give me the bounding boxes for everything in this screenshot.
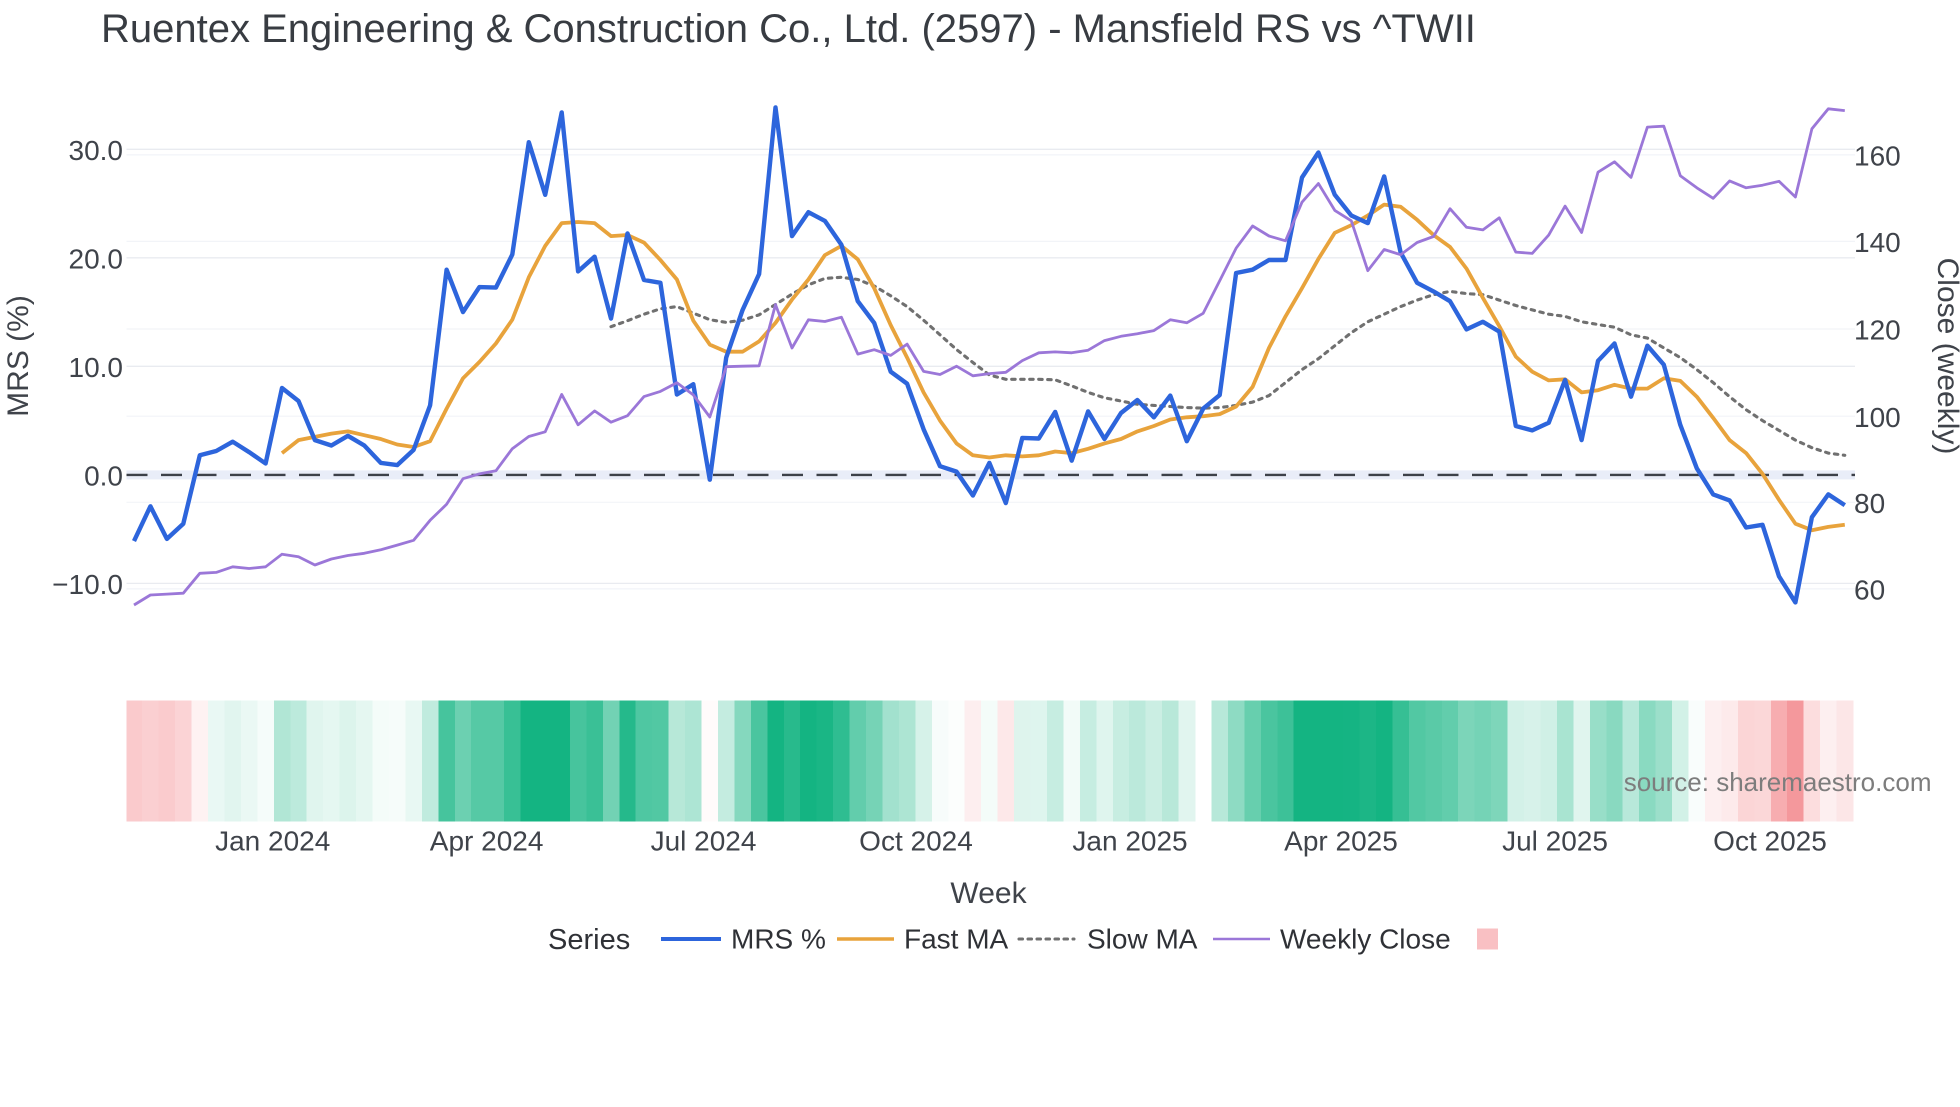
svg-text:Jan 2024: Jan 2024 (215, 826, 330, 857)
svg-text:10.0: 10.0 (69, 352, 124, 383)
svg-text:Jan 2025: Jan 2025 (1072, 826, 1187, 857)
svg-text:Oct 2024: Oct 2024 (859, 826, 973, 857)
svg-text:0.0: 0.0 (84, 461, 123, 492)
svg-text:30.0: 30.0 (69, 135, 124, 166)
svg-text:100: 100 (1854, 402, 1901, 433)
svg-text:Apr 2024: Apr 2024 (430, 826, 544, 857)
svg-text:MRS %: MRS % (731, 924, 826, 955)
svg-text:Week: Week (950, 877, 1027, 910)
svg-text:Oct 2025: Oct 2025 (1713, 826, 1827, 857)
svg-text:−10.0: −10.0 (52, 569, 123, 600)
svg-text:MRS (%): MRS (%) (2, 295, 35, 417)
svg-text:Series: Series (548, 924, 630, 956)
svg-text:Slow MA: Slow MA (1087, 924, 1198, 955)
svg-text:Jul 2024: Jul 2024 (651, 826, 757, 857)
svg-text:60: 60 (1854, 575, 1885, 606)
svg-text:Fast MA: Fast MA (904, 924, 1009, 955)
svg-text:source: sharemaestro.com: source: sharemaestro.com (1624, 767, 1932, 797)
svg-text:Close (weekly): Close (weekly) (1931, 258, 1960, 455)
svg-text:80: 80 (1854, 488, 1885, 519)
svg-text:Ruentex Engineering & Construc: Ruentex Engineering & Construction Co., … (101, 7, 1476, 51)
svg-text:160: 160 (1854, 141, 1901, 172)
svg-text:Jul 2025: Jul 2025 (1502, 826, 1608, 857)
svg-text:Weekly Close: Weekly Close (1280, 924, 1451, 955)
svg-text:Apr 2025: Apr 2025 (1284, 826, 1398, 857)
svg-text:140: 140 (1854, 227, 1901, 258)
svg-text:120: 120 (1854, 315, 1901, 346)
svg-text:20.0: 20.0 (69, 243, 124, 274)
